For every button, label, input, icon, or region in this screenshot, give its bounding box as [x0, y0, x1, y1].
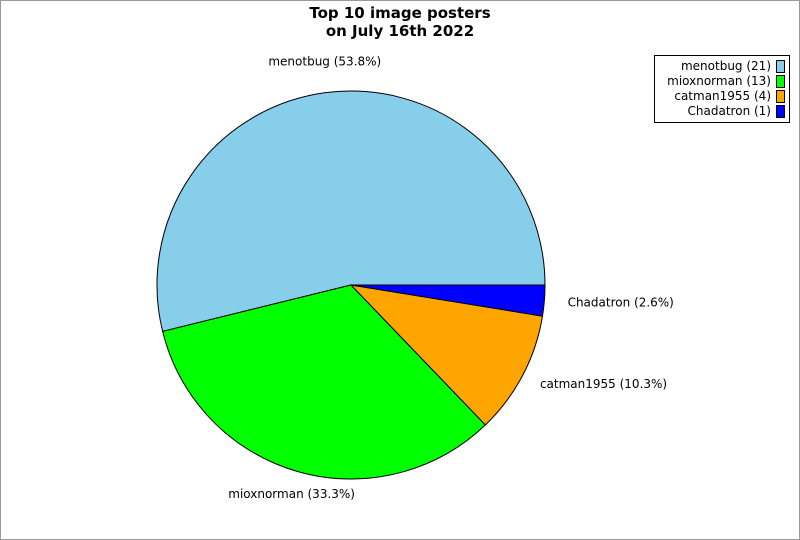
- pie-slice-menotbug: [156, 90, 546, 333]
- chart-title-line-1: Top 10 image posters: [309, 4, 491, 22]
- pie-label-mioxnorman: mioxnorman (33.3%): [228, 487, 355, 501]
- legend-item-chadatron: Chadatron (1): [655, 104, 789, 119]
- pie-label-catman1955: catman1955 (10.3%): [540, 377, 667, 391]
- pie-slice-catman1955: [349, 284, 544, 426]
- legend-item-catman1955: catman1955 (4): [655, 89, 789, 104]
- pie-label-chadatron: Chadatron (2.6%): [568, 295, 674, 309]
- legend-label: menotbug (21): [680, 59, 771, 73]
- legend-swatch: [776, 90, 785, 103]
- pie-slice-mioxnorman: [162, 284, 487, 480]
- legend-item-mioxnorman: mioxnorman (13): [655, 74, 789, 89]
- legend-swatch: [776, 60, 785, 73]
- pie-slice-chadatron: [350, 284, 546, 317]
- legend-label: Chadatron (1): [687, 104, 771, 118]
- chart-title: Top 10 image posters on July 16th 2022: [1, 4, 799, 40]
- chart-title-line-2: on July 16th 2022: [325, 22, 475, 40]
- legend-swatch: [776, 75, 785, 88]
- chart-legend: menotbug (21) mioxnorman (13) catman1955 (…: [654, 55, 790, 123]
- pie-label-menotbug: menotbug (53.8%): [268, 54, 381, 68]
- legend-item-menotbug: menotbug (21): [655, 59, 789, 74]
- legend-label: mioxnorman (13): [667, 74, 771, 88]
- legend-swatch: [776, 105, 785, 118]
- legend-label: catman1955 (4): [674, 89, 771, 103]
